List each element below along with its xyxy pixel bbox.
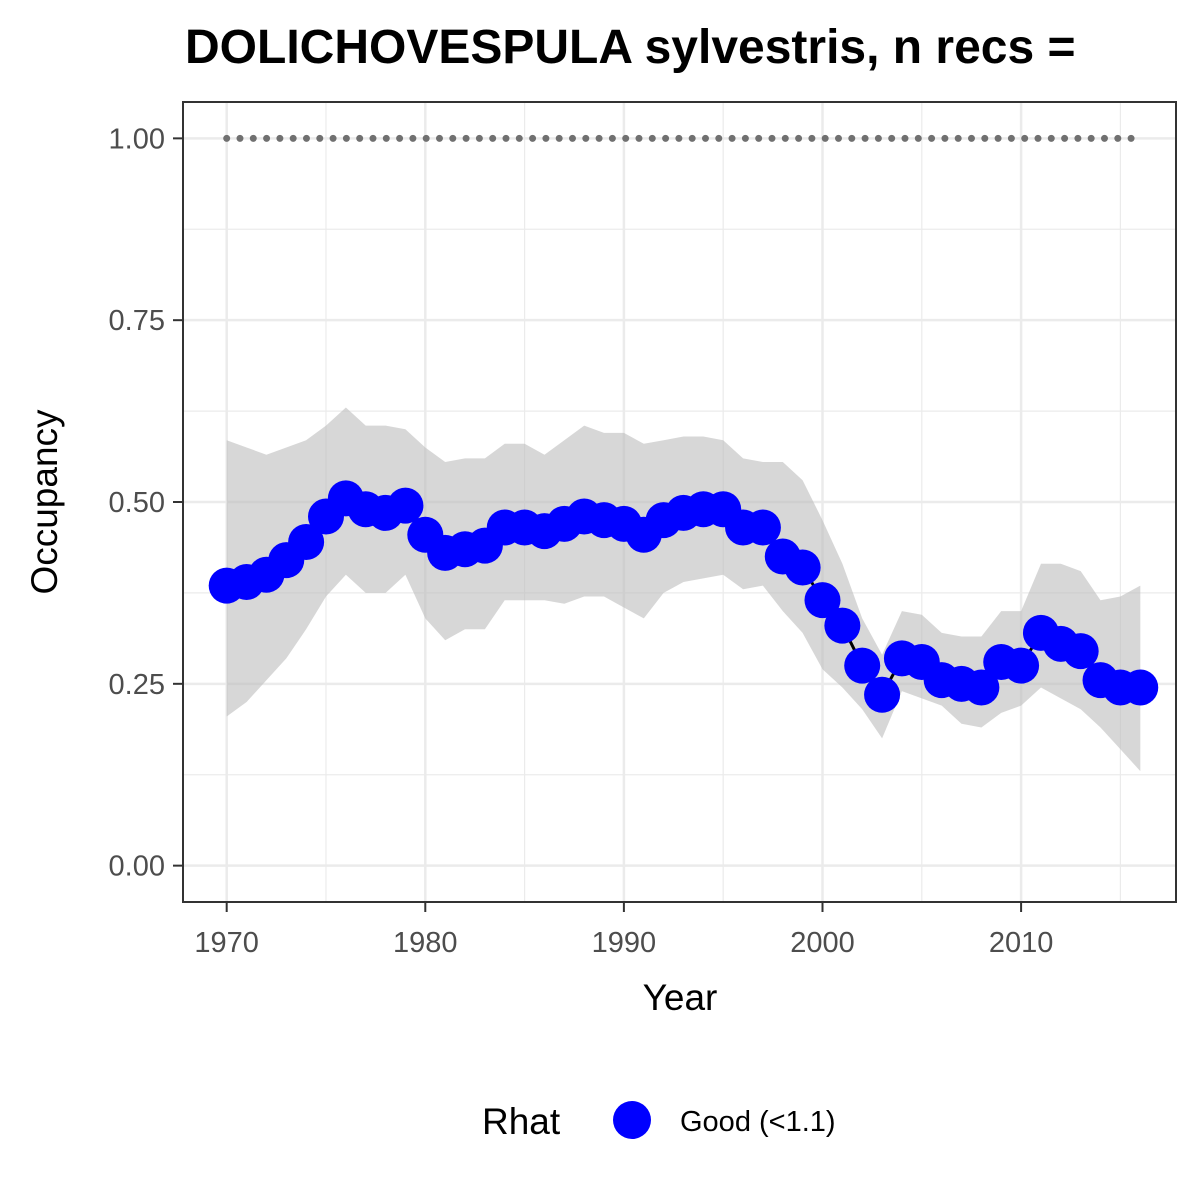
y-tick-label: 0.75 <box>109 305 165 337</box>
data-point <box>288 524 325 560</box>
y-axis-title: Occupancy <box>24 409 65 595</box>
data-point <box>1003 647 1040 684</box>
y-tick-label: 1.00 <box>109 123 165 155</box>
data-point <box>864 676 901 713</box>
data-point <box>1062 633 1099 670</box>
x-tick-label: 1970 <box>194 927 259 959</box>
y-tick-label: 0.25 <box>109 669 165 701</box>
y-tick-label: 0.50 <box>109 487 165 519</box>
x-tick-label: 2000 <box>790 927 855 959</box>
x-axis-title: Year <box>643 977 718 1018</box>
data-point <box>804 582 841 619</box>
legend-title: Rhat <box>482 1101 561 1142</box>
x-tick-label: 1990 <box>592 927 657 959</box>
credible-interval-ribbon <box>226 407 1141 772</box>
data-point <box>784 549 821 586</box>
legend-label-good: Good (<1.1) <box>680 1106 836 1138</box>
legend: Rhat Good (<1.1) <box>482 1101 836 1142</box>
chart-title: DOLICHOVESPULA sylvestris, n recs = <box>185 21 1076 74</box>
y-tick-label: 0.00 <box>109 851 165 883</box>
data-point <box>744 509 781 546</box>
data-point <box>824 607 861 644</box>
legend-key-good <box>613 1101 651 1139</box>
x-axis-ticks: 1970 1980 1990 2000 2010 <box>194 902 1053 959</box>
x-tick-label: 2010 <box>989 927 1054 959</box>
data-point <box>963 669 1000 706</box>
y-axis-ticks: 0.00 0.25 0.50 0.75 1.00 <box>109 123 183 883</box>
x-tick-label: 1980 <box>393 927 458 959</box>
data-point <box>387 487 424 524</box>
ribbon-area <box>226 407 1141 772</box>
occupancy-points <box>208 480 1159 713</box>
data-point <box>844 647 881 684</box>
data-point <box>1122 669 1159 706</box>
